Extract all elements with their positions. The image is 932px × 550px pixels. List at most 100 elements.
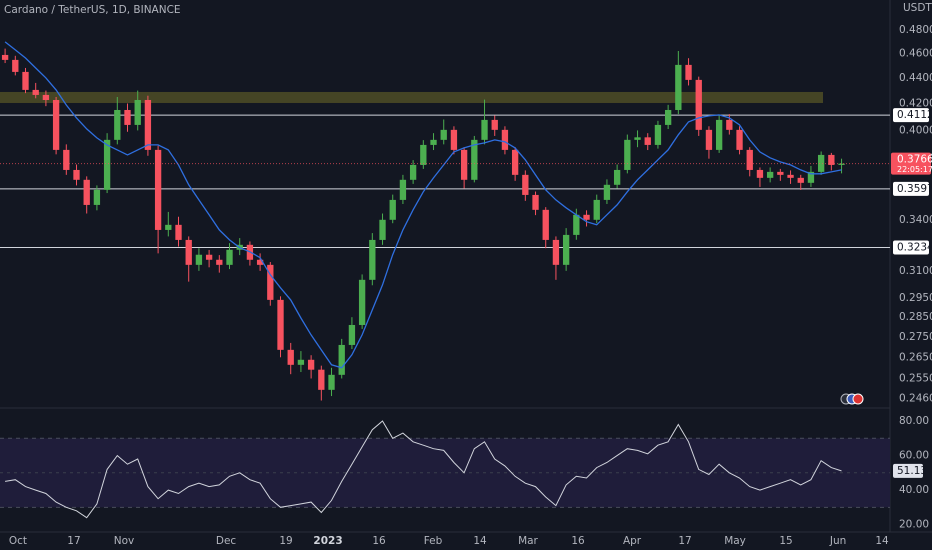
candle-body [205, 254, 213, 260]
candle-body [593, 199, 600, 220]
candle-body [399, 179, 407, 200]
candle-body [654, 124, 662, 145]
candle-body [369, 239, 376, 280]
currency-label: USDT [903, 2, 932, 14]
candle-body [511, 149, 519, 175]
candle-body [746, 149, 753, 170]
last-price-label: 0.3766 [897, 154, 932, 166]
candle-body [1, 54, 9, 60]
level-label-box [893, 108, 929, 123]
candle-body [532, 194, 539, 210]
icon[interactable] [852, 393, 864, 405]
x-tick-label: 2023 [313, 535, 342, 547]
level-label-box [893, 181, 929, 196]
candle-body [216, 259, 223, 265]
candle-body [195, 254, 203, 265]
candle-body [817, 154, 825, 172]
x-tick-label: 15 [779, 535, 792, 547]
candle-body [695, 79, 702, 130]
rsi-last-box [893, 463, 923, 478]
chart-title: Cardano / TetherUS, 1D, BINANCE [4, 4, 181, 16]
candle-body [358, 279, 366, 325]
rsi-tick-label: 60.00 [899, 450, 929, 462]
candle-body [52, 99, 60, 150]
candle-body [542, 209, 549, 240]
candle-body [450, 129, 458, 150]
candle-body [828, 154, 835, 165]
x-tick-label: 17 [678, 535, 691, 547]
x-tick-label: 17 [67, 535, 80, 547]
level-label: 0.3597 [897, 183, 932, 195]
candle-body [297, 359, 305, 365]
moving-average [4, 41, 842, 369]
countdown: 22:05:17 [897, 165, 932, 174]
candle-body [114, 109, 121, 140]
candle-body [22, 71, 29, 90]
candle-body [583, 214, 590, 220]
candle-body [338, 344, 345, 375]
candle-body [613, 169, 621, 185]
x-tick-label: Apr [623, 535, 642, 547]
flag-icons [840, 393, 864, 405]
candle-body [185, 239, 192, 265]
candle-body [267, 264, 274, 300]
candle-body [226, 249, 233, 265]
rsi-line [5, 420, 842, 519]
candle-body [624, 139, 631, 170]
candle-body [552, 239, 560, 265]
candle-body [409, 164, 417, 180]
candle-body [573, 214, 580, 235]
candle-body [675, 64, 682, 110]
candle-body [501, 129, 509, 150]
x-tick-label: Jun [829, 535, 846, 547]
x-tick-label: 14 [875, 535, 889, 547]
candle-body [63, 149, 70, 170]
candle-body [705, 129, 713, 150]
candle-body [318, 369, 325, 390]
x-tick-label: 16 [372, 535, 386, 547]
candle-body [348, 324, 356, 345]
candle-body [838, 163, 845, 165]
candle-body [73, 169, 80, 180]
candle-body [389, 199, 396, 220]
candle-body [154, 149, 162, 230]
candle-body [471, 139, 478, 180]
candle-body [42, 94, 50, 100]
x-tick-label: Oct [9, 535, 27, 547]
rsi-tick-label: 80.00 [899, 415, 929, 427]
rsi-last-label: 51.13 [897, 465, 927, 477]
candle-body [664, 109, 672, 125]
candle-body [277, 299, 284, 350]
candle-body [175, 224, 182, 240]
candle-body [797, 177, 804, 183]
candle-body [103, 139, 111, 190]
candle-body [481, 119, 488, 140]
candle-body [685, 64, 692, 80]
candle-body [379, 219, 386, 240]
level-label: 0.3234 [897, 242, 932, 254]
x-tick-label: 19 [279, 535, 292, 547]
candle-body [93, 189, 101, 205]
x-tick-label: Feb [424, 535, 443, 547]
candle-body [603, 184, 611, 200]
candle-body [12, 59, 19, 72]
candle-body [807, 171, 815, 183]
x-tick-label: 14 [473, 535, 487, 547]
candle-body [726, 119, 733, 130]
level-label: 0.4112 [897, 109, 932, 121]
rsi-tick-label: 40.00 [899, 484, 929, 496]
candle-body [777, 171, 784, 175]
last-price-box [891, 152, 931, 175]
candle-body [460, 149, 468, 180]
candle-body [256, 259, 264, 265]
x-tick-label: May [724, 535, 746, 547]
candle-body [307, 359, 315, 370]
